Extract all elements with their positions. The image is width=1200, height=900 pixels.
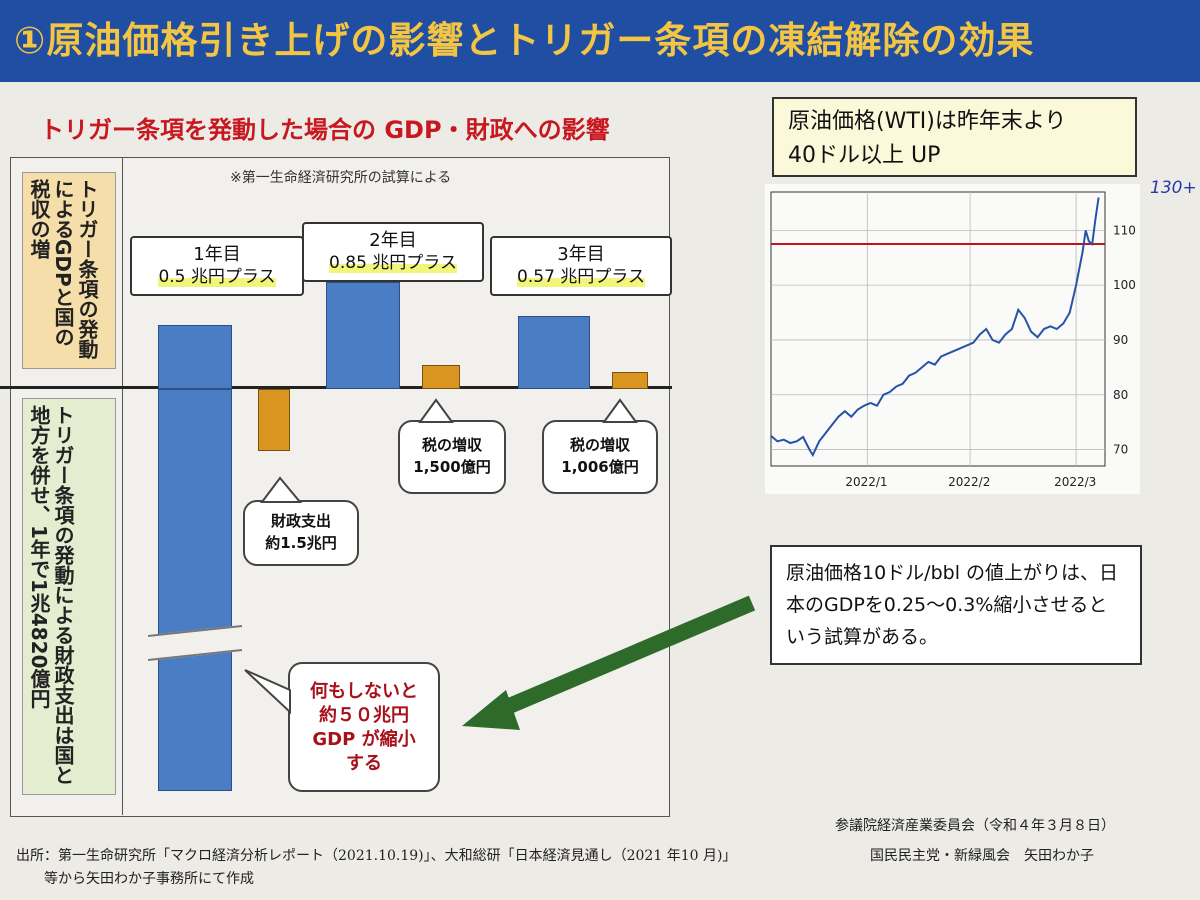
year1-callout: 1年目 0.5 兆円プラス <box>130 236 304 296</box>
arrow-head <box>462 690 520 730</box>
title-bar <box>0 0 1200 82</box>
source-line-1: 出所：第一生命研究所「マクロ経済分析レポート（2021.10.19)」、大和総研… <box>16 848 737 864</box>
no-action-bubble: 何もしないと 約５０兆円 GDP が縮小 する <box>288 662 440 792</box>
wti-chart-bg <box>765 184 1140 494</box>
wti-y-tick-label: 80 <box>1113 388 1128 402</box>
source-line-2: 等から矢田わか子事務所にて作成 <box>44 871 254 887</box>
tax2-bubble: 税の増収 1,500億円 <box>398 420 506 494</box>
fiscal-bubble: 財政支出 約1.5兆円 <box>243 500 359 566</box>
speaker-credit: 国民民主党・新緑風会 矢田わか子 <box>870 848 1094 864</box>
wti-price-chart: 70 80 90 100 110 2022/1 2022/2 2022/3 <box>765 184 1140 494</box>
label-column <box>10 157 123 815</box>
bar-year3-tax <box>612 371 648 389</box>
tax3-bubble: 税の増収 1,006億円 <box>542 420 658 494</box>
year2-label: 2年目 <box>369 230 417 251</box>
tax2-bubble-tail <box>418 398 454 423</box>
wti-line1: 原油価格(WTI)は昨年末より <box>788 109 1067 134</box>
section-subtitle: トリガー条項を発動した場合の GDP・財政への影響 <box>40 116 610 144</box>
wti-y-ticks: 70 80 90 100 110 <box>1113 223 1136 456</box>
arrow-shaft <box>496 595 756 718</box>
no-action-bubble-tail <box>244 669 291 715</box>
lower-side-label: トリガー条項の発動による財政支出は国と地方を併せ、1年で1兆4820億円 <box>22 398 116 795</box>
committee-credit: 参議院経済産業委員会（令和４年３月８日） <box>835 818 1115 834</box>
handwritten-note: 130+ <box>1150 178 1197 198</box>
year2-callout: 2年目 0.85 兆円プラス <box>302 222 484 282</box>
wti-price-line <box>770 197 1100 458</box>
wti-y-tick-label: 70 <box>1113 443 1128 457</box>
bar-year2-gdp <box>326 281 400 389</box>
wti-y-tick-label: 100 <box>1113 278 1136 292</box>
sensitivity-note-box: 原油価格10ドル/bbl の値上がりは、日本のGDPを0.25～0.3%縮小させ… <box>770 545 1142 665</box>
wti-grid <box>770 191 1106 467</box>
wti-x-tick-label: 2022/2 <box>948 475 990 489</box>
year1-value: 0.5 兆円プラス <box>158 267 276 287</box>
estimate-note: ※第一生命経済研究所の試算による <box>230 170 452 186</box>
wti-x-ticks: 2022/1 2022/2 2022/3 <box>845 475 1096 489</box>
bar-year3-gdp <box>518 316 590 389</box>
wti-y-tick-label: 90 <box>1113 333 1128 347</box>
fiscal-bubble-tail <box>260 476 303 503</box>
year1-label: 1年目 <box>193 244 241 265</box>
tax3-bubble-tail <box>602 398 638 423</box>
year3-callout: 3年目 0.57 兆円プラス <box>490 236 672 296</box>
wti-x-tick-label: 2022/3 <box>1054 475 1096 489</box>
wti-x-tick-label: 2022/1 <box>845 475 887 489</box>
slide-title: ①原油価格引き上げの影響とトリガー条項の凍結解除の効果 <box>14 19 1035 62</box>
bar-gdp-shrink <box>158 389 232 791</box>
year2-value: 0.85 兆円プラス <box>329 253 457 273</box>
wti-y-tick-label: 110 <box>1113 223 1136 237</box>
year3-label: 3年目 <box>557 244 605 265</box>
wti-plot-frame <box>770 191 1106 467</box>
upper-side-label: トリガー条項の発動によるGDPと国の税収の増 <box>22 172 116 369</box>
upper-label-text: トリガー条項の発動によるGDPと国の税収の増 <box>27 179 99 359</box>
bar-year2-tax <box>422 364 460 389</box>
bar-year1-gdp <box>158 325 232 389</box>
lower-label-text: トリガー条項の発動による財政支出は国と地方を併せ、1年で1兆4820億円 <box>27 405 75 785</box>
wti-line2: 40ドル以上 UP <box>788 143 941 168</box>
wti-statement-box: 原油価格(WTI)は昨年末より 40ドル以上 UP <box>772 97 1137 177</box>
year3-value: 0.57 兆円プラス <box>517 267 645 287</box>
bar-year1-fiscal <box>258 389 290 451</box>
